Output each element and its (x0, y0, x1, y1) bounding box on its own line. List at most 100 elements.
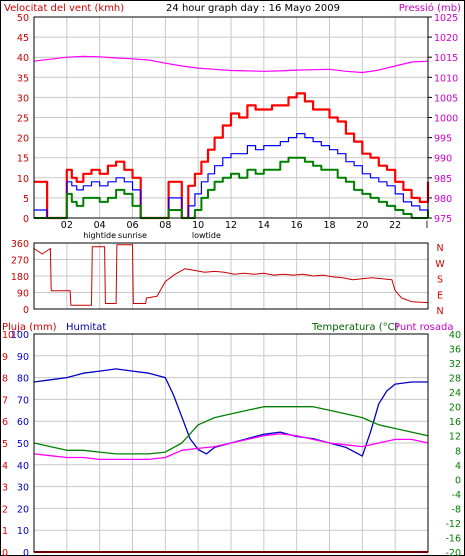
bottom-panel-grid (34, 334, 428, 552)
x-tick-label: 10 (192, 554, 204, 556)
temperature-axis-title: Temperatura (°C) (311, 322, 399, 333)
rain-tick-label: 4 (2, 461, 8, 472)
direction-series (33, 244, 429, 306)
series-pressure-line (33, 55, 429, 74)
wind-direction-line (33, 244, 429, 306)
rain-tick-label: 7 (2, 395, 8, 406)
pressure-tick-label: 1000 (434, 114, 458, 125)
x-tick-label: 22 (389, 554, 401, 556)
x-tick-label: 16 (291, 554, 303, 556)
pressure-tick-label: 1005 (434, 93, 458, 104)
temperature-tick-label: 8 (455, 446, 461, 457)
wind-speed-tick-label: 45 (17, 33, 29, 44)
humidity-tick-label: 100 (11, 330, 29, 341)
pressure-tick-label: 1025 (434, 13, 458, 24)
x-tick-label: 18 (323, 220, 335, 231)
temperature-tick-label: 40 (449, 330, 461, 341)
chart-title: 24 hour graph day : 16 Mayo 2009 (166, 3, 340, 14)
series-low-line (34, 156, 429, 219)
humidity-tick-label: 0 (23, 548, 29, 556)
compass-letter: W (435, 259, 445, 270)
x-tick-label: 18 (323, 554, 335, 556)
x-tick-label: 08 (159, 554, 171, 556)
pressure-tick-label: 985 (434, 174, 452, 185)
humidity-tick-label: 50 (17, 439, 29, 450)
temperature-ticks: -20 -16 -12 -8 -4 0 4 8 12 16 20 24 28 32 36 40 (445, 330, 461, 556)
temperature-tick-label: -16 (445, 533, 461, 544)
wind-speed-tick-label: 40 (17, 53, 29, 64)
rain-tick-label: 8 (2, 374, 8, 385)
humidity-tick-label: 80 (17, 374, 29, 385)
humidity-tick-label: 90 (17, 352, 29, 363)
humidity-tick-label: 60 (17, 417, 29, 428)
wind-speed-tick-label: 15 (17, 154, 29, 165)
temperature-tick-label: -4 (452, 490, 461, 501)
bottom-panel-frame (33, 333, 429, 553)
temperature-tick-label: -8 (452, 504, 461, 515)
pressure-tick-label: 995 (434, 134, 452, 145)
rain-tick-label: 2 (2, 504, 8, 515)
x-tick-label: 14 (258, 220, 270, 231)
temperature-tick-label: -20 (445, 548, 461, 556)
x-tick-label: 10 (192, 220, 204, 231)
humidity-tick-label: 70 (17, 395, 29, 406)
pressure-tick-label: 975 (434, 214, 452, 225)
direction-tick-label: 270 (11, 256, 29, 267)
x-tick-label: 06 (126, 220, 138, 231)
direction-tick-label: 180 (11, 272, 29, 283)
temperature-tick-label: 28 (449, 374, 461, 385)
temperature-tick-label: -12 (445, 519, 461, 530)
x-tick-label: 04 (94, 220, 106, 231)
rain-axis-title: Pluja (mm) (2, 322, 57, 333)
pressure-ticks: 975 980 985 990 995 1000 1005 1010 1015 1020 1025 (428, 13, 458, 225)
x-end-tick-label: l (426, 554, 429, 556)
direction-tick-label: 360 (11, 239, 29, 250)
dewpoint-axis-title: Punt rosada (394, 322, 453, 333)
rain-tick-label: 1 (2, 526, 8, 537)
temperature-tick-label: 16 (449, 417, 461, 428)
series-gust-line (34, 92, 430, 220)
x-marker-label: lowtide (192, 231, 221, 240)
wind-speed-tick-label: 20 (17, 134, 29, 145)
wind-speed-tick-label: 5 (23, 194, 29, 205)
temperature-tick-label: 32 (449, 359, 461, 370)
wind-panel-series (33, 55, 430, 220)
pressure-tick-label: 980 (434, 194, 452, 205)
wind-speed-axis-title: Velocitat del vent (kmh) (4, 3, 124, 14)
x-tick-label: 02 (61, 220, 73, 231)
wind-panel-frame (33, 16, 429, 219)
x-tick-label: 20 (356, 220, 368, 231)
series-temperature-line (33, 406, 429, 455)
x-tick-label: 20 (356, 554, 368, 556)
humidity-tick-label: 10 (17, 526, 29, 537)
humidity-tick-label: 20 (17, 504, 29, 515)
pressure-tick-label: 1015 (434, 53, 458, 64)
rain-tick-label: 0 (2, 548, 8, 556)
wind-speed-ticks: 0 5 10 15 20 25 30 35 40 45 50 (17, 13, 29, 225)
temperature-tick-label: 24 (449, 388, 461, 399)
wind-speed-tick-label: 25 (17, 114, 29, 125)
direction-ticks: 0 90 180 270 360 (11, 239, 29, 316)
temperature-tick-label: 36 (449, 345, 461, 356)
humidity-tick-label: 30 (17, 483, 29, 494)
compass-letter: N (436, 243, 443, 254)
x-tick-label: 06 (126, 554, 138, 556)
bottom-panel-x-ticks: 0204060810121416182022lhightidesunriselo… (61, 554, 429, 556)
x-marker-label: sunrise (118, 231, 147, 240)
pressure-tick-label: 1020 (434, 33, 458, 44)
temperature-tick-label: 4 (455, 461, 461, 472)
rain-tick-label: 10 (2, 330, 14, 341)
wind-speed-tick-label: 35 (17, 73, 29, 84)
x-marker-label: hightide (83, 231, 116, 240)
compass-letter: S (437, 275, 443, 286)
temperature-tick-label: 0 (455, 475, 461, 486)
x-tick-label: 16 (291, 220, 303, 231)
wind-speed-tick-label: 10 (17, 174, 29, 185)
wind-speed-tick-label: 0 (23, 214, 29, 225)
